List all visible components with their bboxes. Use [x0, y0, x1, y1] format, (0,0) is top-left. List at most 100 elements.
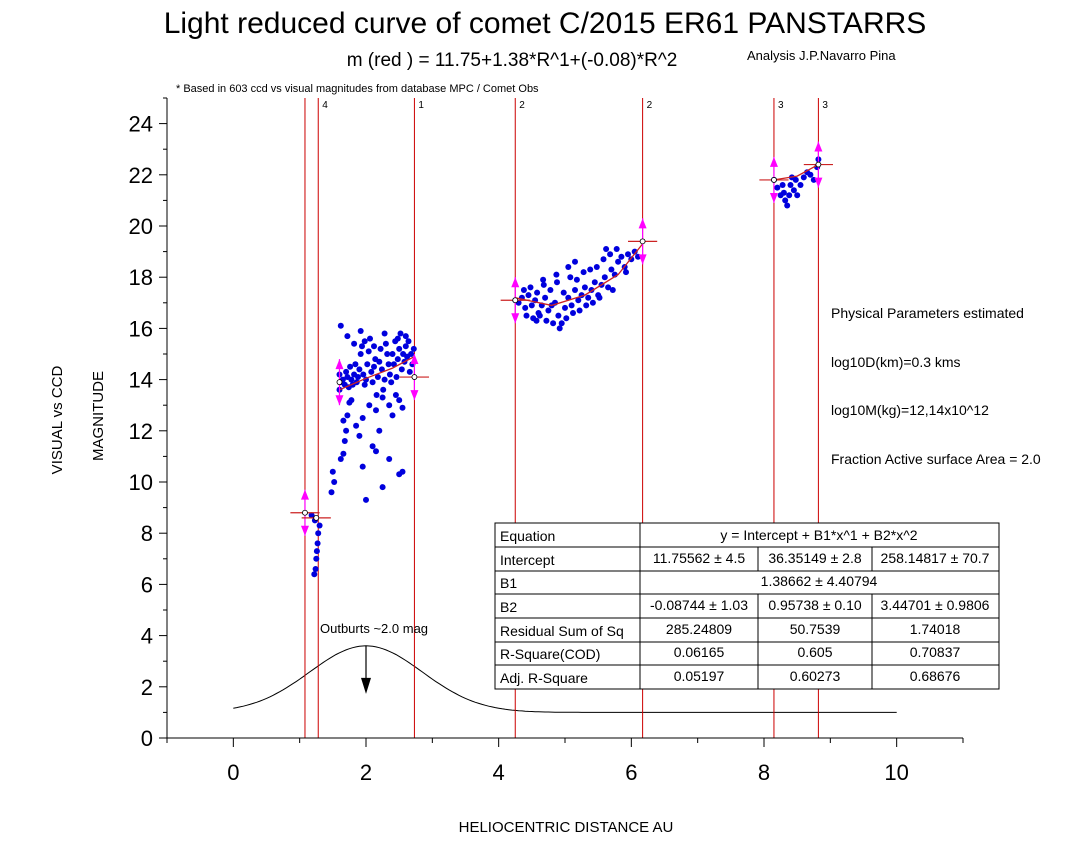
data-point: [311, 571, 318, 578]
data-point: [613, 246, 620, 252]
error-bar-center: [302, 509, 308, 516]
data-point: [790, 187, 797, 194]
data-point: [382, 340, 389, 347]
fit-line: [773, 164, 819, 181]
data-point: [545, 307, 552, 314]
data-point: [381, 376, 388, 383]
data-point: [402, 343, 409, 350]
data-point: [794, 192, 801, 199]
data-point: [581, 284, 588, 291]
data-point: [329, 468, 336, 475]
x-axis-label: HELIOCENTRIC DISTANCE AU: [459, 819, 674, 836]
data-point: [533, 317, 540, 324]
data-point: [313, 548, 320, 555]
data-point: [373, 407, 379, 414]
data-point: [331, 479, 338, 485]
data-point: [573, 276, 580, 283]
data-point: [576, 307, 583, 314]
data-point: [360, 371, 367, 378]
data-point: [589, 299, 596, 306]
y-tick-label: 10: [129, 470, 153, 495]
data-point: [357, 351, 364, 357]
error-arrow-down: [511, 313, 520, 324]
data-point: [543, 317, 550, 324]
vertical-marker-label: 4: [322, 100, 328, 111]
vertical-marker-label: 3: [822, 100, 828, 111]
data-point: [363, 496, 369, 503]
data-point: [522, 304, 529, 311]
physical-param-heading: Physical Parameters estimated: [831, 305, 1024, 321]
table-row-label: B2: [500, 599, 517, 615]
data-point: [618, 253, 625, 260]
error-arrow-down: [335, 395, 344, 406]
data-point: [369, 379, 376, 386]
data-point: [359, 463, 366, 470]
chart-subtitle: m (red ) = 11.75+1.38*R^1+(-0.08)*R^2: [347, 50, 678, 71]
physical-param-mass: log10M(kg)=12,14x10^12: [831, 402, 989, 418]
data-point: [600, 256, 607, 263]
data-point: [591, 279, 598, 286]
table-cell: 3.44701 ± 0.9806: [881, 597, 990, 613]
data-point: [608, 266, 615, 273]
error-bar-center: [771, 177, 777, 183]
data-point: [540, 281, 547, 288]
error-bar-center: [411, 374, 418, 380]
table-cell: 36.35149 ± 2.8: [768, 550, 862, 566]
data-point: [373, 392, 380, 398]
data-source-note: * Based in 603 ccd vs visual magnitudes …: [176, 83, 539, 95]
vertical-marker-label: 3: [778, 100, 784, 111]
data-point: [800, 174, 807, 181]
data-point: [313, 555, 320, 562]
data-point: [361, 338, 368, 345]
data-point: [399, 404, 406, 411]
data-point: [378, 366, 385, 373]
data-point: [315, 530, 322, 537]
error-arrow-up: [335, 359, 344, 370]
data-point: [563, 315, 570, 322]
data-point: [601, 274, 608, 281]
table-cell: -0.08744 ± 1.03: [650, 597, 748, 613]
data-point: [615, 258, 622, 265]
data-point: [525, 292, 532, 299]
data-point: [402, 333, 409, 340]
table-row-label: R-Square(COD): [500, 646, 600, 662]
data-point: [553, 271, 560, 278]
data-point: [341, 438, 348, 444]
error-arrow-up: [300, 489, 309, 500]
data-point: [356, 366, 363, 373]
data-point: [560, 289, 567, 296]
data-point: [520, 287, 527, 293]
x-tick-label: 8: [758, 760, 770, 785]
table-row-label: Adj. R-Square: [500, 670, 588, 686]
x-tick-label: 4: [493, 760, 505, 785]
data-point: [631, 248, 638, 255]
data-point: [386, 402, 393, 409]
data-point: [603, 246, 610, 252]
error-bar-center: [336, 379, 343, 386]
data-point: [572, 287, 578, 293]
table-row-label: Intercept: [500, 552, 555, 568]
data-point: [570, 310, 576, 316]
data-point: [540, 276, 547, 283]
fit-line: [339, 356, 415, 391]
data-point: [397, 330, 404, 337]
x-tick-label: 0: [227, 760, 239, 785]
y-tick-label: 4: [141, 624, 153, 649]
outburst-curve: [233, 645, 897, 713]
data-point: [386, 456, 393, 462]
physical-param-diameter: log10D(km)=0.3 kms: [831, 354, 961, 370]
data-point: [389, 412, 396, 419]
data-point: [555, 312, 562, 319]
fit-line: [515, 243, 644, 307]
data-point: [389, 351, 396, 357]
table-border: [494, 522, 1000, 690]
data-point: [364, 361, 371, 368]
data-point: [396, 345, 403, 352]
data-point: [792, 176, 799, 183]
data-point: [356, 432, 363, 439]
data-point: [780, 189, 787, 196]
outburst-arrow-head: [361, 677, 371, 694]
data-point: [344, 412, 351, 419]
data-point: [572, 258, 578, 265]
